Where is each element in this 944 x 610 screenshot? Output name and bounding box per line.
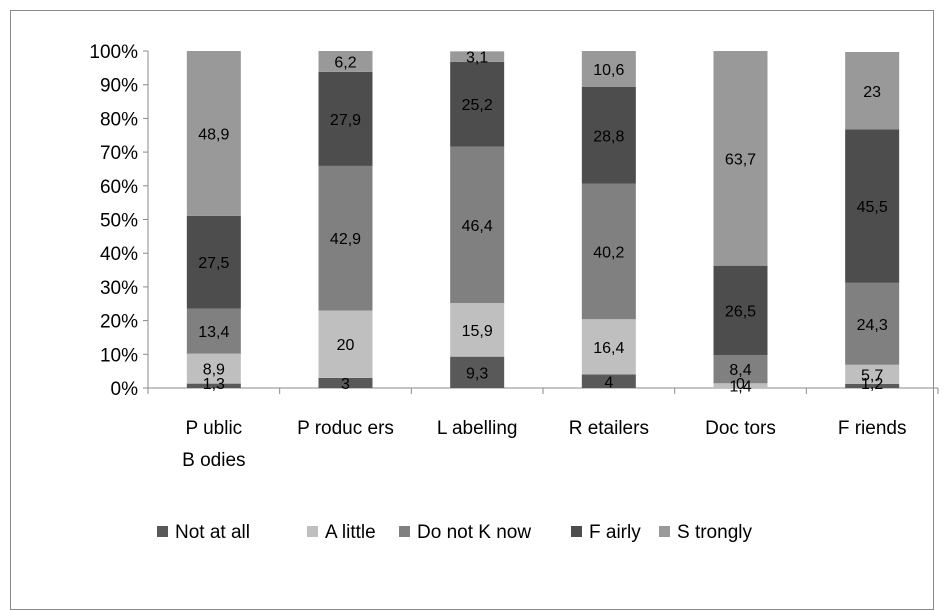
data-label: 13,4 (198, 324, 229, 341)
bar-segment (581, 183, 636, 320)
category-label: R etailers (569, 418, 649, 439)
y-tick-label: 0% (111, 379, 139, 400)
legend-swatch (399, 526, 410, 537)
bar-segment (845, 52, 900, 130)
stacked-bar-chart: 0% 10% 20% 30% 40% 50% 60% 70% 80% 90% 100% P ublic… (89, 42, 939, 543)
y-tick-label: 20% (100, 312, 138, 333)
data-label: 8,9 (203, 362, 225, 379)
legend-label: S trongly (677, 522, 752, 543)
legend: Not at all A little Do not K now F airly S t… (157, 522, 752, 543)
data-label: 1,2 (861, 376, 883, 393)
bar-segment (318, 377, 373, 388)
data-label: 42,9 (330, 231, 361, 248)
data-label: 3 (341, 376, 350, 393)
bar-segment (318, 165, 373, 311)
y-tick-label: 90% (100, 76, 138, 97)
legend-label: A little (325, 522, 376, 543)
legend-swatch (571, 526, 582, 537)
axes: 0% 10% 20% 30% 40% 50% 60% 70% 80% 90% 100% P ublic… (89, 42, 939, 471)
y-tick-label: 10% (100, 345, 138, 366)
bar-segment (713, 265, 768, 355)
data-label: 63,7 (725, 151, 756, 168)
legend-item: Do not K now (399, 522, 531, 543)
bar-segment (186, 353, 241, 384)
bar-segment (845, 282, 900, 365)
bar-segment (713, 354, 768, 384)
bar-segment (845, 383, 900, 388)
data-label: 4 (604, 374, 613, 391)
data-label: 27,9 (330, 112, 361, 129)
bar-segment (581, 51, 636, 87)
data-label: 20 (337, 337, 355, 354)
y-tick-label: 80% (100, 109, 138, 130)
data-label: 48,9 (198, 126, 229, 143)
category-label: P roduc ers (297, 418, 394, 439)
legend-swatch (157, 526, 168, 537)
legend-label: F airly (589, 522, 641, 543)
bar-segment (845, 129, 900, 283)
data-label: 27,5 (198, 255, 229, 272)
bar-segment (450, 303, 505, 357)
bar-segment (186, 383, 241, 388)
data-label: 1,3 (203, 376, 225, 393)
legend-label: Not at all (175, 522, 250, 543)
data-label: 28,8 (593, 128, 624, 145)
data-label: 45,5 (857, 199, 888, 216)
y-tick-label: 60% (100, 177, 138, 198)
data-label: 40,2 (593, 245, 624, 262)
bar-segment (450, 51, 505, 62)
data-labels: 1,38,9 13,4 27,5 48,9 3 20 42,9 27,9 6,2 9,3 15,9 4… (198, 50, 888, 396)
y-tick-label: 50% (100, 211, 138, 232)
data-label: 24,3 (857, 317, 888, 334)
y-tick-label: 30% (100, 278, 138, 299)
data-label: 5,7 (861, 367, 883, 384)
data-label: 26,5 (725, 303, 756, 320)
bars (186, 51, 900, 388)
data-label: 23 (863, 84, 881, 101)
data-label: 25,2 (462, 97, 493, 114)
data-label: 15,9 (462, 323, 493, 340)
bar-segment (450, 356, 505, 388)
bar-segment (581, 319, 636, 375)
bar-segment (581, 374, 636, 388)
y-tick-label: 40% (100, 244, 138, 265)
bar-segment (186, 308, 241, 354)
y-tick-label: 100% (89, 42, 138, 63)
legend-item: A little (307, 522, 376, 543)
bar-segment (713, 383, 768, 388)
bar-segment (450, 61, 505, 147)
data-label: 6,2 (334, 54, 356, 71)
data-label: 8,4 (729, 362, 751, 379)
bar-segment (845, 364, 900, 384)
data-label: 3,1 (466, 50, 488, 67)
bar-segment (186, 51, 241, 216)
data-label: 46,4 (462, 218, 493, 235)
legend-swatch (659, 526, 670, 537)
data-label: 0 (736, 376, 745, 393)
data-label: 9,3 (466, 365, 488, 382)
data-label: 1,4 (729, 379, 751, 396)
legend-item: F airly (571, 522, 641, 543)
legend-item: S trongly (659, 522, 752, 543)
y-tick-label: 70% (100, 143, 138, 164)
category-label: L abelling (437, 418, 518, 439)
bar-segment (581, 86, 636, 184)
bar-segment (713, 51, 768, 266)
bar-segment (318, 310, 373, 378)
category-label: F riends (838, 418, 907, 439)
bar-segment (450, 146, 505, 304)
bar-segment (318, 71, 373, 166)
legend-item: Not at all (157, 522, 250, 543)
bar-segment (318, 51, 373, 72)
legend-swatch (307, 526, 318, 537)
data-label: 16,4 (593, 340, 624, 357)
category-label: Doc tors (705, 418, 776, 439)
bar-segment (186, 215, 241, 309)
legend-label: Do not K now (417, 522, 531, 543)
category-label: P ublic B odies (182, 418, 245, 471)
data-label: 10,6 (593, 62, 624, 79)
